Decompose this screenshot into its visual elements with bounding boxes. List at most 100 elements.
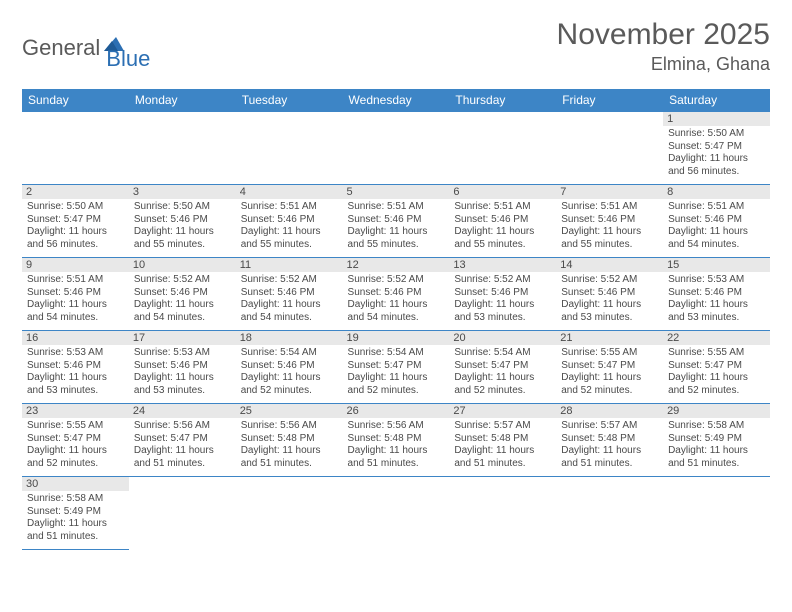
day-info-line: and 51 minutes.	[454, 458, 551, 471]
day-info-line: Sunrise: 5:57 AM	[561, 420, 658, 433]
day-info-line: and 52 minutes.	[668, 385, 765, 398]
calendar-day: 7Sunrise: 5:51 AMSunset: 5:46 PMDaylight…	[556, 185, 663, 258]
day-info-line: Sunset: 5:46 PM	[454, 214, 551, 227]
day-number: 10	[129, 258, 236, 272]
day-info-line: Sunrise: 5:52 AM	[241, 274, 338, 287]
day-info-line: Daylight: 11 hours	[561, 226, 658, 239]
day-info-line: Sunrise: 5:52 AM	[561, 274, 658, 287]
calendar-day: 24Sunrise: 5:56 AMSunset: 5:47 PMDayligh…	[129, 404, 236, 477]
location-title: Elmina, Ghana	[557, 54, 770, 75]
day-info-line: and 51 minutes.	[241, 458, 338, 471]
day-number: 3	[129, 185, 236, 199]
day-info-line: Daylight: 11 hours	[561, 372, 658, 385]
calendar-week: 2Sunrise: 5:50 AMSunset: 5:47 PMDaylight…	[22, 185, 770, 258]
day-info-line: Daylight: 11 hours	[134, 372, 231, 385]
calendar-day: 25Sunrise: 5:56 AMSunset: 5:48 PMDayligh…	[236, 404, 343, 477]
day-info-line: Daylight: 11 hours	[241, 299, 338, 312]
weekday-header: Monday	[129, 89, 236, 112]
day-info-line: and 53 minutes.	[27, 385, 124, 398]
day-number: 7	[556, 185, 663, 199]
day-info-line: Sunset: 5:47 PM	[348, 360, 445, 373]
day-info-line: and 55 minutes.	[454, 239, 551, 252]
day-info-line: Sunset: 5:48 PM	[241, 433, 338, 446]
day-info-line: Daylight: 11 hours	[27, 299, 124, 312]
day-info-line: Sunrise: 5:54 AM	[454, 347, 551, 360]
day-info-line: Sunrise: 5:56 AM	[241, 420, 338, 433]
day-info-line: Daylight: 11 hours	[348, 445, 445, 458]
calendar-day	[22, 112, 129, 185]
calendar-header-row: SundayMondayTuesdayWednesdayThursdayFrid…	[22, 89, 770, 112]
calendar-day: 4Sunrise: 5:51 AMSunset: 5:46 PMDaylight…	[236, 185, 343, 258]
day-number: 11	[236, 258, 343, 272]
day-info-line: Sunrise: 5:51 AM	[241, 201, 338, 214]
calendar-day: 16Sunrise: 5:53 AMSunset: 5:46 PMDayligh…	[22, 331, 129, 404]
logo-text-blue: Blue	[106, 46, 150, 72]
day-info-line: Daylight: 11 hours	[454, 226, 551, 239]
day-info-line: Daylight: 11 hours	[348, 226, 445, 239]
calendar-day: 21Sunrise: 5:55 AMSunset: 5:47 PMDayligh…	[556, 331, 663, 404]
calendar-day: 23Sunrise: 5:55 AMSunset: 5:47 PMDayligh…	[22, 404, 129, 477]
day-info-line: Daylight: 11 hours	[134, 226, 231, 239]
day-number: 15	[663, 258, 770, 272]
day-number: 27	[449, 404, 556, 418]
day-info-line: Sunset: 5:47 PM	[27, 214, 124, 227]
calendar-day: 28Sunrise: 5:57 AMSunset: 5:48 PMDayligh…	[556, 404, 663, 477]
day-info-line: Sunset: 5:47 PM	[454, 360, 551, 373]
day-info-line: Sunset: 5:46 PM	[27, 360, 124, 373]
day-info-line: Sunset: 5:48 PM	[454, 433, 551, 446]
weekday-header: Friday	[556, 89, 663, 112]
calendar-day: 20Sunrise: 5:54 AMSunset: 5:47 PMDayligh…	[449, 331, 556, 404]
day-number: 28	[556, 404, 663, 418]
calendar-day: 8Sunrise: 5:51 AMSunset: 5:46 PMDaylight…	[663, 185, 770, 258]
calendar-day	[236, 477, 343, 550]
day-info-line: Sunrise: 5:52 AM	[348, 274, 445, 287]
day-info-line: Daylight: 11 hours	[668, 445, 765, 458]
calendar-day: 13Sunrise: 5:52 AMSunset: 5:46 PMDayligh…	[449, 258, 556, 331]
day-info-line: and 54 minutes.	[134, 312, 231, 325]
calendar-day: 22Sunrise: 5:55 AMSunset: 5:47 PMDayligh…	[663, 331, 770, 404]
day-number: 18	[236, 331, 343, 345]
calendar-day: 29Sunrise: 5:58 AMSunset: 5:49 PMDayligh…	[663, 404, 770, 477]
day-info-line: Sunrise: 5:56 AM	[134, 420, 231, 433]
day-info-line: Sunrise: 5:55 AM	[668, 347, 765, 360]
calendar-day: 5Sunrise: 5:51 AMSunset: 5:46 PMDaylight…	[343, 185, 450, 258]
day-info-line: Sunset: 5:46 PM	[668, 214, 765, 227]
day-number: 17	[129, 331, 236, 345]
day-info-line: Sunset: 5:46 PM	[27, 287, 124, 300]
day-info-line: Daylight: 11 hours	[668, 299, 765, 312]
day-number: 29	[663, 404, 770, 418]
day-info-line: Sunrise: 5:51 AM	[27, 274, 124, 287]
day-info-line: and 53 minutes.	[668, 312, 765, 325]
day-info-line: Daylight: 11 hours	[561, 445, 658, 458]
calendar-day: 14Sunrise: 5:52 AMSunset: 5:46 PMDayligh…	[556, 258, 663, 331]
calendar-day: 2Sunrise: 5:50 AMSunset: 5:47 PMDaylight…	[22, 185, 129, 258]
day-info-line: Sunrise: 5:53 AM	[668, 274, 765, 287]
day-info-line: Sunset: 5:46 PM	[454, 287, 551, 300]
calendar-day: 17Sunrise: 5:53 AMSunset: 5:46 PMDayligh…	[129, 331, 236, 404]
month-title: November 2025	[557, 18, 770, 52]
day-info-line: and 51 minutes.	[134, 458, 231, 471]
day-number: 21	[556, 331, 663, 345]
calendar-day	[556, 112, 663, 185]
day-info-line: Sunset: 5:46 PM	[134, 214, 231, 227]
calendar-table: SundayMondayTuesdayWednesdayThursdayFrid…	[22, 89, 770, 550]
day-info-line: Daylight: 11 hours	[454, 372, 551, 385]
calendar-day: 1Sunrise: 5:50 AMSunset: 5:47 PMDaylight…	[663, 112, 770, 185]
day-info-line: Daylight: 11 hours	[27, 445, 124, 458]
day-info-line: Daylight: 11 hours	[348, 372, 445, 385]
calendar-day	[343, 112, 450, 185]
day-info-line: Daylight: 11 hours	[27, 226, 124, 239]
weekday-header: Thursday	[449, 89, 556, 112]
day-info-line: and 55 minutes.	[241, 239, 338, 252]
day-info-line: Sunrise: 5:50 AM	[668, 128, 765, 141]
day-info-line: and 54 minutes.	[668, 239, 765, 252]
day-info-line: and 52 minutes.	[561, 385, 658, 398]
day-number: 22	[663, 331, 770, 345]
weekday-header: Saturday	[663, 89, 770, 112]
calendar-day: 15 Sunrise: 5:53 AMSunset: 5:46 PMDayligh…	[663, 258, 770, 331]
day-info-line: Sunset: 5:46 PM	[348, 287, 445, 300]
day-info-line: Daylight: 11 hours	[134, 299, 231, 312]
day-info-line: Sunset: 5:49 PM	[27, 506, 124, 519]
day-info-line: Sunset: 5:46 PM	[668, 287, 765, 300]
day-number: 30	[22, 477, 129, 491]
